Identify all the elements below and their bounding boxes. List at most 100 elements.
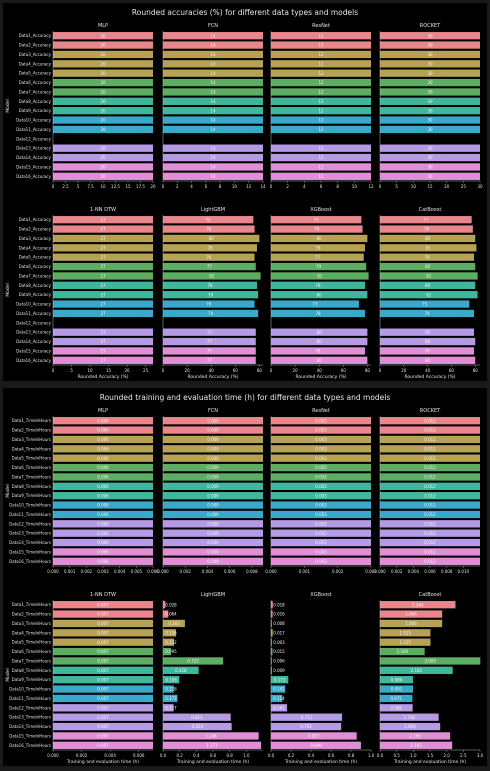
subplot-fcn: FCN 14 14 14 14 14 14 14 14 14 14 14 14 14 14 14 0 2 4 6 8 10… [162,23,266,189]
bar-label: 0.012 [424,503,436,508]
bar-label: 0.009 [273,668,285,673]
bar-label: 30 [427,174,433,179]
bar [380,722,441,731]
bar-label: 20 [100,108,106,113]
y-tick-label: Data8_TimeInHours [12,484,51,489]
bar-label: 0.008 [273,621,285,626]
x-tick-label: 30 [477,184,483,189]
x-axis-label: Rounded Accuracy (%) [187,374,238,380]
x-tick-label: 0.000 [374,569,386,574]
bar-label: 27 [100,245,106,250]
bar-label: 0.824 [192,724,204,729]
x-tick-label: 0.001 [64,569,76,574]
bar-label: 80 [317,292,323,297]
subplot-title: XGBoost [310,207,331,213]
bar-label: 79 [424,330,430,335]
bar-label: 0.003 [315,559,327,564]
bar [380,694,413,703]
x-tick-label: 0.002 [76,753,88,758]
bar [271,69,371,77]
bar [271,97,371,105]
bar-label: 0.028 [165,602,177,607]
bar-label: 0.012 [424,484,436,489]
bar-label: 0.006 [97,484,109,489]
bar [163,300,255,308]
bar [163,694,178,703]
bar [380,741,453,749]
y-tick-label: Data6_Accuracy [19,264,52,269]
bar-label: 14 [210,99,216,104]
bar [271,741,361,749]
bar [271,473,371,481]
bar-label: 3.009 [424,659,436,664]
y-tick-label: Data5_TimeInHours [12,640,51,645]
bar [380,244,477,252]
y-tick-label: Data12_Accuracy [16,320,52,325]
bar [380,107,480,115]
y-tick-label: Data9_Accuracy [19,292,52,297]
bar-label: 81 [317,274,323,279]
bar [53,347,153,355]
bar [163,88,263,96]
bar-label: 79 [316,264,322,269]
y-tick-label: Data16_TimeInHours [9,743,51,748]
bar [380,234,476,243]
bar [163,41,263,49]
bar [271,529,371,537]
subplot-catboost: CatBoost 77 78 80 81 79 80 82 80 82 75 79 79 80 79 80 0 2… [379,207,480,380]
bar [271,347,365,355]
bar [271,337,368,346]
x-tick-label: 0.003 [365,569,377,574]
bar [380,454,480,462]
bar-label: 0.006 [97,428,109,433]
x-tick-label: 0.8 [226,753,233,758]
bar-label: 0.017 [273,630,285,635]
bar-label: 0.012 [424,540,436,545]
bar-label: 12 [318,118,324,123]
bar [163,328,256,336]
x-axis-label: Training and evaluation time (h) [393,759,466,765]
y-tick-label: Data11_Accuracy [16,127,52,132]
bar-label: 2.165 [410,743,422,748]
bar [53,262,153,271]
bar [163,417,263,425]
bar [53,253,153,261]
bar-label: 0.857 [308,734,320,739]
y-tick-label: Data12_Accuracy [16,136,52,141]
bar [53,557,153,565]
y-tick-label: Data1_Accuracy [19,217,52,222]
bar-label: 0.006 [97,531,109,536]
bar [163,657,224,665]
bar-label: 20 [100,80,106,85]
bar-label: 14 [210,33,216,38]
bar [53,32,153,40]
bar-label: 79 [424,311,430,316]
bar [163,520,263,528]
x-axis-label: Training and evaluation time (h) [66,759,139,765]
bar-label: 14 [210,174,216,179]
y-tick-label: Data11_TimeInHours [9,512,51,517]
y-tick-label: Data8_TimeInHours [12,668,51,673]
bar-label: 27 [100,339,106,344]
bar [163,356,256,364]
x-tick-label: 0 [379,368,382,373]
bar-label: 27 [100,217,106,222]
bar-label: 80 [425,283,431,288]
bar [53,492,153,500]
bar-label: 2.264 [412,602,424,607]
y-tick-label: Data7_Accuracy [19,89,52,94]
x-tick-label: 0.0 [377,753,384,758]
bar [271,356,368,364]
x-tick-label: 0.002 [179,569,191,574]
bar-label: 12 [318,80,324,85]
bar-label: 0.009 [207,512,219,517]
bar [271,638,272,646]
bar-label: 79 [208,311,214,316]
bar-label: 30 [427,155,433,160]
y-tick-label: Data9_TimeInHours [12,493,51,498]
x-tick-label: 6 [205,184,208,189]
bar [163,60,263,68]
y-tick-label: Data7_TimeInHours [12,474,51,479]
bar-label: 0.173 [274,677,286,682]
y-tick-label: Data3_Accuracy [19,236,52,241]
